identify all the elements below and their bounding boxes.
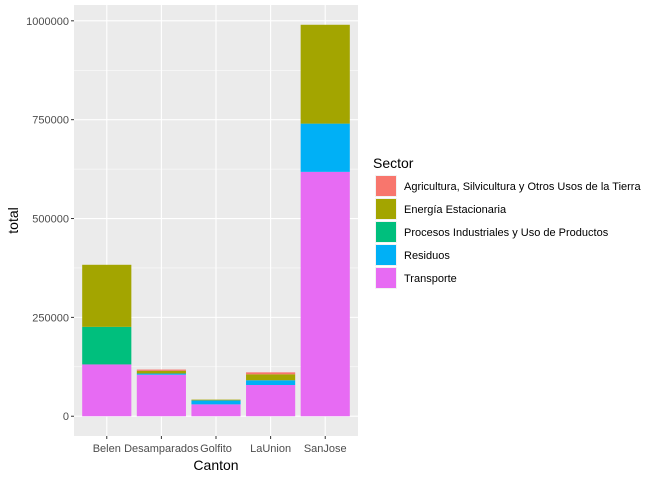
legend-label: Transporte	[404, 273, 457, 285]
legend: Sector Agricultura, Silvicultura y Otros…	[373, 155, 641, 289]
bar-segment-golfito	[191, 399, 241, 401]
legend-key-swatch	[376, 222, 396, 242]
y-tick-label: 500000	[32, 214, 69, 226]
y-tick-label: 750000	[32, 115, 69, 127]
bar-segment-sanjose	[300, 24, 350, 124]
bar-segment-launion	[246, 374, 296, 381]
y-tick-label: 1000000	[26, 16, 69, 28]
y-axis: 0 250000 500000 750000 1000000	[26, 16, 74, 423]
x-tick-label: LaUnion	[250, 443, 291, 455]
x-tick-label: Belen	[93, 443, 121, 455]
x-tick-label: Golfito	[200, 443, 232, 455]
y-axis-title: total	[5, 207, 21, 233]
bar-segment-sanjose	[300, 171, 350, 417]
bar-segment-launion	[246, 384, 296, 417]
x-axis: Belen Desamparados Golfito LaUnion SanJose	[93, 436, 347, 455]
bar-segment-launion	[246, 380, 296, 385]
bar-segment-belen	[82, 364, 132, 417]
bar-segment-desamparados	[136, 374, 186, 417]
legend-label: Procesos Industriales y Uso de Productos	[404, 227, 609, 239]
legend-label: Residuos	[404, 250, 450, 262]
bar-segment-sanjose	[300, 123, 350, 172]
x-tick-label: Desamparados	[124, 443, 199, 455]
legend-key-swatch	[376, 268, 396, 288]
y-tick-label: 0	[63, 411, 69, 423]
bar-segment-belen	[82, 326, 132, 365]
legend-label: Energía Estacionaria	[404, 204, 507, 216]
x-axis-title: Canton	[193, 457, 238, 473]
x-tick-label: SanJose	[304, 443, 347, 455]
legend-title: Sector	[373, 155, 414, 171]
legend-key-swatch	[376, 245, 396, 265]
bar-segment-launion	[246, 372, 296, 375]
bar-segment-belen	[82, 264, 132, 327]
bar-segment-golfito	[191, 400, 241, 405]
legend-key-swatch	[376, 176, 396, 196]
bar-segment-desamparados	[136, 369, 186, 371]
y-tick-label: 250000	[32, 312, 69, 324]
bar-segment-desamparados	[136, 370, 186, 374]
bar-segment-golfito	[191, 404, 241, 417]
bars	[82, 24, 350, 417]
legend-label: Agricultura, Silvicultura y Otros Usos d…	[404, 181, 641, 193]
bar-segment-desamparados	[136, 373, 186, 375]
legend-key-swatch	[376, 199, 396, 219]
